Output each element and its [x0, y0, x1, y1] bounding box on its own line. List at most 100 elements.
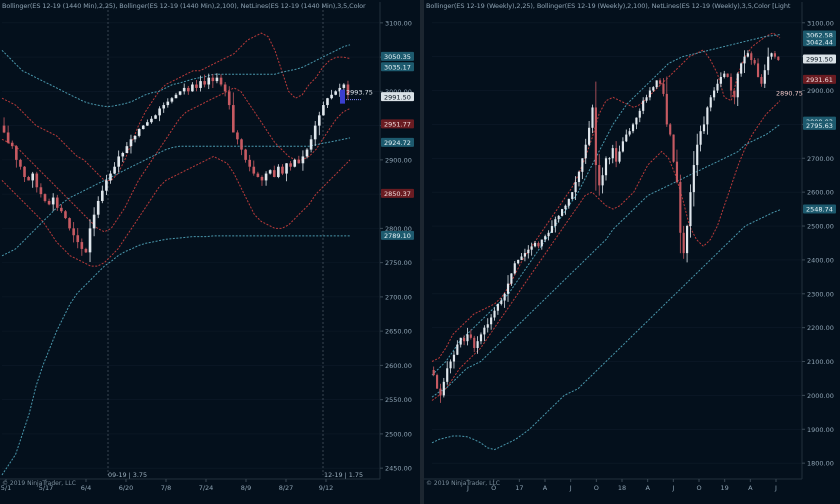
- daily-chart-svg[interactable]: 2450.00 2500.00 2550.00 2600.00 2650.00 2700.…: [0, 0, 420, 504]
- y-tick-label: 2000.00: [807, 392, 834, 400]
- candle: [645, 94, 648, 103]
- candle: [547, 230, 550, 241]
- bollinger-band-line: [431, 100, 781, 401]
- candle: [736, 72, 739, 107]
- price-tag[interactable]: 2924.72: [381, 137, 414, 147]
- bollinger-band-line: [1, 155, 351, 267]
- candle: [686, 224, 689, 263]
- candle: [96, 196, 100, 219]
- panel-divider[interactable]: [420, 0, 424, 504]
- price-tag[interactable]: 2991.50: [803, 54, 836, 64]
- y-tick-label: 2750.00: [385, 259, 412, 267]
- plot-area[interactable]: [1, 6, 380, 476]
- last-price-marker[interactable]: 2993.75: [340, 89, 373, 104]
- svg-text:2931.61: 2931.61: [806, 76, 833, 84]
- copyright-text: © 2019 NinjaTrader, LLC: [426, 480, 500, 487]
- candle: [219, 74, 223, 87]
- y-tick-label: 2400.00: [807, 256, 834, 264]
- price-tag[interactable]: 2548.74: [803, 204, 836, 214]
- y-axis[interactable]: 1800.00 1900.00 2000.00 2100.00 2200.00 2300.…: [801, 2, 834, 479]
- x-tick-label: 7/8: [161, 484, 171, 492]
- indicator-label-bb100[interactable]: Bollinger(ES 12-19 (1440 Min),2,100): [119, 2, 237, 10]
- price-tag[interactable]: 2795.63: [803, 120, 836, 130]
- candle: [743, 50, 746, 73]
- candle: [330, 89, 333, 100]
- y-tick-label: 2700.00: [385, 293, 412, 301]
- candle: [15, 145, 18, 168]
- candle: [486, 318, 489, 333]
- candle: [581, 158, 584, 180]
- candle: [47, 198, 51, 206]
- price-tag[interactable]: 2931.61: [803, 74, 836, 84]
- price-tag[interactable]: 2991.50: [381, 92, 414, 101]
- candle: [682, 225, 685, 259]
- y-tick-label: 2900.00: [385, 156, 412, 164]
- candle: [777, 56, 780, 61]
- x-axis[interactable]: J O 17 A J O 18 A J O 19 A J: [424, 478, 802, 492]
- svg-text:2795.63: 2795.63: [806, 122, 833, 130]
- indicator-label-bb100[interactable]: Bollinger(ES 12-19 (Weekly),2,100): [536, 2, 648, 10]
- candle: [713, 87, 716, 101]
- x-tick-label: A: [543, 484, 548, 492]
- candle: [43, 193, 47, 203]
- candle: [648, 87, 652, 101]
- price-tag[interactable]: 3062.58: [803, 30, 836, 40]
- candle: [23, 166, 26, 182]
- candle: [2, 117, 6, 134]
- y-tick-label: 3000.00: [385, 88, 412, 96]
- y-tick-label: 2800.00: [385, 225, 412, 233]
- candle: [584, 138, 587, 164]
- bollinger-band-line: [431, 34, 781, 376]
- candle: [227, 86, 231, 110]
- y-tick-label: 1900.00: [807, 426, 834, 434]
- bollinger-band-line: [431, 209, 781, 451]
- candle: [625, 129, 628, 143]
- candle: [10, 140, 14, 149]
- y-tick-label: 2500.00: [807, 223, 834, 231]
- candle: [309, 135, 313, 153]
- x-axis[interactable]: 5/1 5/17 6/4 6/20 7/8 7/24 8/9 8/27 9/12: [0, 478, 380, 492]
- candle: [281, 164, 284, 176]
- candle: [598, 154, 601, 196]
- weekly-chart-svg[interactable]: 1800.00 1900.00 2000.00 2100.00 2200.00 2300.…: [424, 0, 840, 504]
- candle: [182, 83, 186, 95]
- candle: [675, 149, 679, 184]
- price-tag[interactable]: 3035.17: [381, 62, 414, 71]
- candle: [146, 119, 149, 126]
- candle: [313, 121, 317, 146]
- y-tick-label: 2650.00: [385, 328, 412, 336]
- candle: [186, 85, 190, 95]
- candle: [679, 174, 682, 254]
- price-tag[interactable]: 3050.35: [381, 51, 414, 61]
- chart-panel-weekly[interactable]: 1800.00 1900.00 2000.00 2100.00 2200.00 2300.…: [424, 0, 840, 504]
- svg-text:2991.50: 2991.50: [384, 93, 411, 101]
- price-tag[interactable]: 3042.44: [803, 37, 836, 46]
- price-tag[interactable]: 2850.37: [381, 188, 414, 198]
- candle: [469, 329, 472, 340]
- y-tick-label: 2600.00: [385, 362, 412, 370]
- indicator-label-netlines[interactable]: NetLines(ES 12-19 (Weekly),3,5,Color [Li…: [651, 2, 791, 10]
- candle: [223, 82, 227, 97]
- candle: [760, 74, 763, 87]
- x-tick-label: 17: [515, 484, 523, 492]
- candle: [493, 307, 496, 321]
- candle: [750, 51, 753, 65]
- price-tag[interactable]: 2789.10: [381, 230, 414, 240]
- indicator-label-bb25[interactable]: Bollinger(ES 12-19 (1440 Min),2,25): [2, 2, 116, 10]
- candle: [446, 361, 449, 385]
- candle: [105, 174, 108, 195]
- y-axis[interactable]: 2450.00 2500.00 2550.00 2600.00 2650.00 2700.…: [379, 2, 412, 479]
- svg-text:2924.72: 2924.72: [384, 139, 411, 147]
- indicator-label-netlines[interactable]: NetLines(ES 12-19 (1440 Min),3,5,Color: [240, 2, 366, 10]
- indicator-label-bb25[interactable]: Bollinger(ES 12-19 (Weekly),2,25): [426, 2, 533, 10]
- price-tag[interactable]: 2951.77: [381, 119, 414, 129]
- candle: [702, 116, 706, 135]
- candle: [503, 292, 506, 308]
- chart-panel-daily[interactable]: 2450.00 2500.00 2550.00 2600.00 2650.00 2700.…: [0, 0, 420, 504]
- plot-area[interactable]: [431, 22, 802, 464]
- x-tick-label: O: [594, 484, 599, 492]
- y-tick-label: 2550.00: [385, 396, 412, 404]
- candle: [285, 163, 288, 182]
- y-tick-label: 2500.00: [385, 430, 412, 438]
- candle: [121, 151, 125, 162]
